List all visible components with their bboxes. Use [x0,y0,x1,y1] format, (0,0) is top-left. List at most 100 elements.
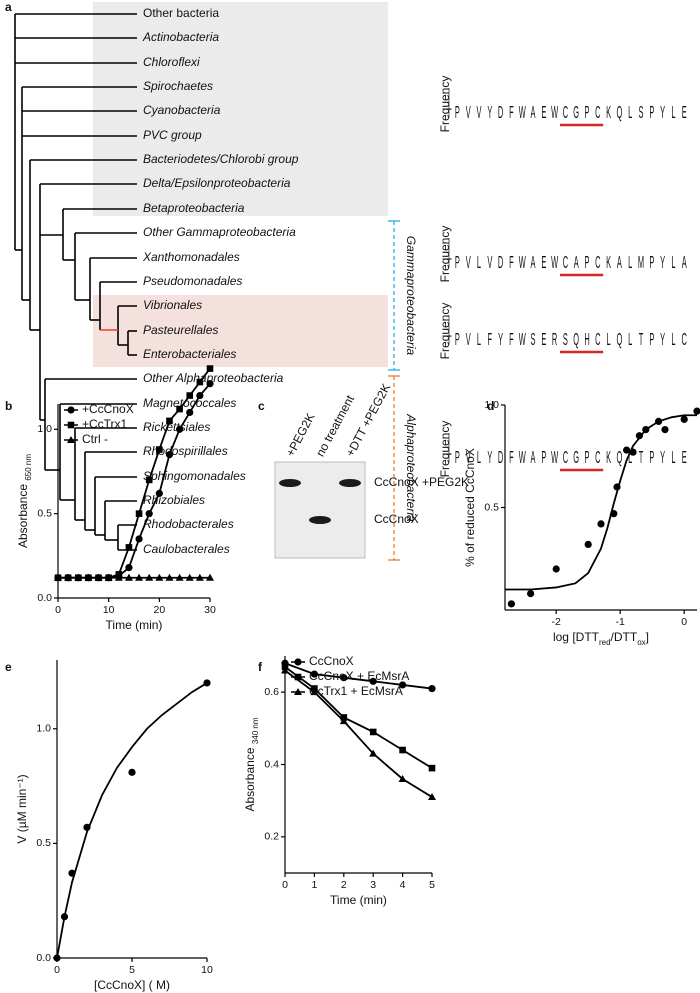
logo-letter: A [682,252,687,272]
legend-label: +CcTrx1 [82,417,128,431]
axis-label: % of reduced CcCnoX [463,448,477,567]
axis-label-part: /DTT [611,630,638,644]
point [340,674,348,682]
axis-label-part: 650 nm [24,454,33,481]
point [693,407,700,415]
point [680,415,688,423]
point [597,520,605,528]
point [428,684,436,693]
legend-marker [67,436,75,443]
logo-letter: A [574,252,579,272]
axis-label: Time (min) [330,893,387,907]
point [281,666,289,674]
point [145,476,153,484]
logo-letter: A [617,252,622,272]
point [145,510,153,518]
y-tick-label: 0.0 [36,952,51,964]
taxon-label: Delta/Epsilonproteobacteria [143,176,291,190]
blot [274,461,366,559]
y-tick-label: 0.5 [37,507,52,519]
logo-letter: L [477,252,481,272]
logo-letter: V [466,329,471,349]
logo-letter: P [455,447,460,467]
x-tick-label: 5 [129,964,135,976]
point [135,535,143,543]
legend-marker [294,658,302,666]
logo-letter: W [519,252,526,272]
x-tick-label: 10 [201,964,213,976]
axis-label: V (µM min⁻¹) [15,774,29,843]
blot-band [339,479,361,487]
blot-band [309,516,331,524]
logo-letter: Y [660,329,665,349]
axis-label-part: Absorbance [16,481,30,548]
clade-label: Gammaproteobacteria [404,236,418,356]
taxon-label: Actinobacteria [142,30,219,44]
y-tick-label: 1.0 [36,723,51,735]
logo-letter: F [509,252,514,272]
point [635,432,644,440]
taxon-label: Caulobacterales [143,542,230,556]
logo-letter: P [455,102,460,122]
logo-letter: P [649,102,654,122]
point [623,446,631,454]
logo-letter: Q [573,329,579,349]
series-line [284,662,433,690]
taxon-label: Sphingomonadales [143,469,246,483]
logo-letter: F [509,447,514,467]
series-line [284,666,433,769]
taxon-label: Other Alphaproteobacteria [143,371,284,385]
taxon-label: Rickettsiales [143,420,210,434]
logo-letter: W [519,102,526,122]
point [369,728,377,736]
taxon-label: Other bacteria [143,6,219,20]
series-line [505,414,697,591]
point [507,600,515,608]
point [186,392,194,399]
logo-letter: Q [617,102,623,122]
x-tick-label: 10 [103,604,115,616]
band-label: CcCnoX +PEG2K [374,475,469,489]
logo-letter: A [531,102,536,122]
point [125,564,133,572]
logo-axis-label: Frequency [438,421,452,478]
taxon-label: Enterobacteriales [143,347,236,361]
y-tick-label: 0.4 [264,758,279,770]
band-label: CcCnoX [374,512,419,526]
legend-marker [294,688,302,695]
logo-letter: C [595,447,601,467]
logo-letter: L [477,447,481,467]
logo-letter: K [606,447,611,467]
point [125,544,133,551]
logo-letter: E [541,329,546,349]
axis-label-part: log [DTT [553,630,600,644]
logo-letter: L [628,252,632,272]
point [64,573,73,581]
logo-letter: L [671,102,675,122]
logo-letter: D [498,102,504,122]
point [310,670,318,678]
legend-label: CcTrx1 + EcMsrA [309,684,403,698]
taxon-label: Rhodobacterales [143,517,234,531]
logo-letter: A [531,447,536,467]
point [176,425,184,433]
x-tick-label: 3 [370,879,376,891]
taxon-label: Spirochaetes [143,79,213,93]
logo-letter: P [585,252,590,272]
point [165,451,174,459]
point [369,677,377,685]
point [104,573,113,581]
point [175,573,184,581]
logo-letter: W [551,252,558,272]
axis-label-part: 340 nm [251,717,260,744]
logo-letter: C [563,252,569,272]
logo-letter: L [628,447,632,467]
logo-letter: Y [660,447,665,467]
gray-box [93,2,388,216]
point [155,489,163,498]
point [135,573,144,581]
taxon-label: Pasteurellales [143,323,218,337]
point [145,573,154,581]
y-tick-label: 0.6 [264,686,279,698]
logo-letter: K [606,252,611,272]
